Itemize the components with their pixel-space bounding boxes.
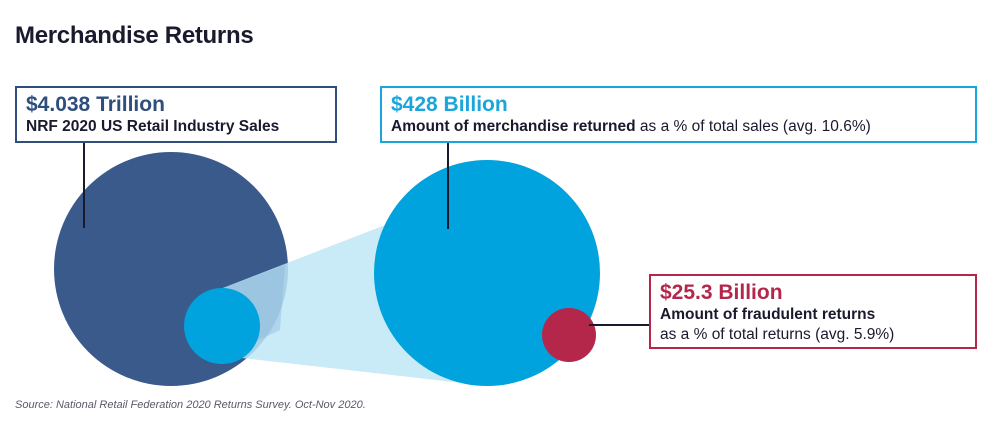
fraudulent-circle	[542, 308, 596, 362]
returned-description-bold: Amount of merchandise returned	[391, 118, 636, 135]
fraudulent-description: Amount of fraudulent returns as a % of t…	[660, 305, 966, 345]
fraudulent-callout: $25.3 Billion Amount of fraudulent retur…	[649, 274, 977, 349]
source-note: Source: National Retail Federation 2020 …	[15, 399, 366, 411]
fraudulent-description-bold: Amount of fraudulent returns	[660, 306, 876, 323]
chart-title: Merchandise Returns	[15, 22, 254, 49]
total-sales-description-text: NRF 2020 US Retail Industry Sales	[26, 118, 280, 135]
fraudulent-amount: $25.3 Billion	[660, 281, 783, 304]
total-sales-amount: $4.038 Trillion	[26, 93, 165, 116]
fraudulent-description-rest: as a % of total returns (avg. 5.9%)	[660, 326, 895, 343]
returned-description-rest: as a % of total sales (avg. 10.6%)	[635, 118, 871, 135]
returned-amount: $428 Billion	[391, 93, 508, 116]
returned-description: Amount of merchandise returned as a % of…	[391, 117, 966, 137]
returned-callout: $428 Billion Amount of merchandise retur…	[380, 86, 977, 143]
total-sales-callout: $4.038 Trillion NRF 2020 US Retail Indus…	[15, 86, 337, 143]
total-sales-description: NRF 2020 US Retail Industry Sales	[26, 117, 326, 137]
returned-small-circle	[184, 288, 260, 364]
